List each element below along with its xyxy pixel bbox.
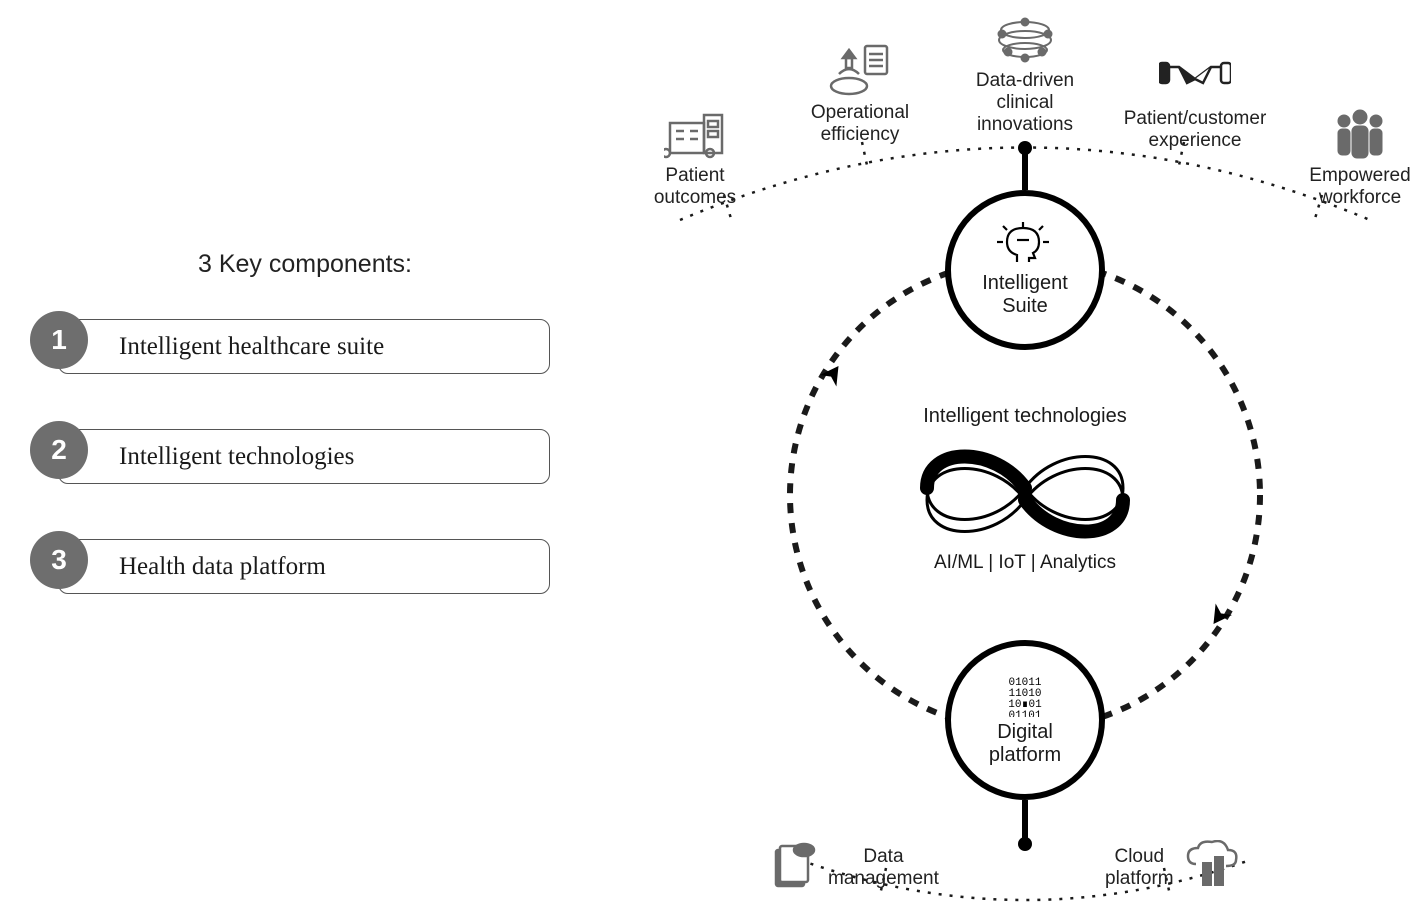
intelligent-suite-node: Intelligent Suite	[945, 190, 1105, 350]
svg-text:01101: 01101	[1008, 710, 1041, 717]
people-icon	[1290, 105, 1427, 163]
cycle-arrow-top	[820, 360, 847, 386]
binary-icon: 01011 11010 10∎01 01101	[995, 673, 1055, 717]
component-badge-2: 2	[30, 421, 88, 479]
connector-dot-bottom	[1018, 837, 1032, 851]
intelligent-technologies-center: Intelligent technologies AI/ML | IoT | A…	[880, 405, 1170, 574]
connector-dot-top	[1018, 141, 1032, 155]
efficiency-icon	[785, 42, 935, 100]
outcome-item-4: Empoweredworkforce	[1290, 105, 1427, 209]
intelligent-suite-label: Intelligent Suite	[982, 272, 1068, 318]
component-label-1: Intelligent healthcare suite	[58, 319, 550, 374]
digital-platform-node: 01011 11010 10∎01 01101 Digital platform	[945, 640, 1105, 800]
handshake-icon	[1110, 48, 1280, 106]
digital-platform-label: Digital platform	[989, 721, 1061, 767]
component-row-1: 1 Intelligent healthcare suite	[0, 319, 570, 384]
platform-item-1: Cloudplatform	[1105, 840, 1275, 896]
component-badge-1: 1	[30, 311, 88, 369]
key-components-panel: 3 Key components: 1 Intelligent healthca…	[0, 250, 570, 649]
cycle-arrow-bottom	[1205, 604, 1232, 630]
component-label-3: Health data platform	[58, 539, 550, 594]
outcome-item-1: Operationalefficiency	[785, 42, 935, 146]
head-light-icon	[997, 222, 1053, 268]
network-icon	[945, 10, 1105, 68]
component-badge-3: 3	[30, 531, 88, 589]
outcome-item-2: Data-drivenclinicalinnovations	[945, 10, 1105, 136]
component-row-2: 2 Intelligent technologies	[0, 429, 570, 494]
architecture-diagram: Intelligent Suite 01011 11010 10∎01 0110…	[600, 0, 1420, 918]
cloud-icon	[1182, 840, 1240, 896]
center-subtitle: AI/ML | IoT | Analytics	[880, 552, 1170, 574]
key-components-title: 3 Key components:	[0, 250, 570, 279]
infinity-icon	[900, 436, 1150, 541]
platform-item-0: Datamanagement	[770, 840, 940, 896]
hospital-icon	[625, 105, 765, 163]
book-icon	[770, 840, 820, 896]
outcome-item-3: Patient/customerexperience	[1110, 48, 1280, 152]
outcome-item-0: Patientoutcomes	[625, 105, 765, 209]
component-row-3: 3 Health data platform	[0, 539, 570, 604]
component-label-2: Intelligent technologies	[58, 429, 550, 484]
center-title: Intelligent technologies	[880, 405, 1170, 428]
